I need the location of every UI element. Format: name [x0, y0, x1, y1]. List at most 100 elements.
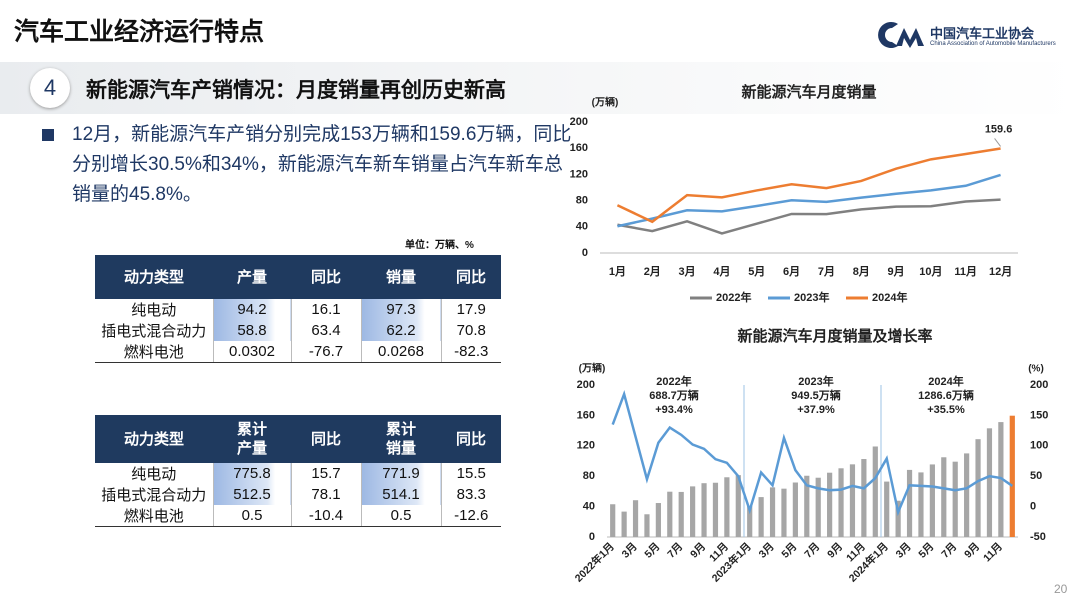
table-cell: 94.2 — [212, 299, 291, 320]
x-tick-label: 7月 — [665, 541, 685, 561]
bar — [724, 477, 730, 537]
table-cell: -10.4 — [290, 505, 361, 527]
header-text: 累计产量 — [236, 421, 267, 457]
bar — [735, 475, 741, 537]
table-cell: 97.3 — [360, 299, 441, 320]
bar — [941, 457, 947, 537]
bar — [678, 491, 684, 537]
x-tick-label: 2022年1月 — [572, 540, 617, 585]
table-cell: 771.9 — [360, 463, 441, 484]
bar — [895, 500, 901, 537]
line-series — [617, 198, 1001, 235]
header-row: 动力类型 产量 同比 销量 同比 — [95, 255, 501, 299]
header-text: 动力类型 — [123, 430, 184, 448]
table-row: 纯电动 775.8 15.7 771.9 15.5 — [95, 463, 501, 484]
annotation: +93.4% — [655, 404, 693, 416]
header-text: 同比 — [310, 430, 341, 448]
bar — [644, 514, 650, 537]
table-row: 燃料电池 0.0302 -76.7 0.0268 -82.3 — [95, 341, 501, 363]
annotation: +37.9% — [797, 404, 835, 416]
header-cell: 产量 — [213, 255, 291, 299]
bar — [804, 475, 810, 537]
y-tick-label: 0 — [582, 247, 588, 259]
header-text: 同比 — [455, 268, 486, 286]
legend-label: 2023年 — [794, 290, 829, 304]
bar — [769, 487, 776, 537]
header-text: 同比 — [455, 430, 486, 448]
x-tick-label: 3月 — [757, 541, 777, 561]
table-cell: -82.3 — [440, 341, 501, 363]
y2-tick-label: 100 — [1030, 440, 1048, 452]
annotation: +35.5% — [927, 404, 965, 416]
table-cell: 70.8 — [440, 320, 501, 341]
x-tick-label: 9月 — [688, 541, 708, 561]
bar — [952, 461, 958, 537]
line-series — [616, 147, 1001, 224]
table-cell: 17.9 — [440, 299, 501, 320]
table-cell: 0.5 — [360, 505, 441, 527]
growth-line — [611, 390, 1014, 517]
table-cell: 15.7 — [290, 463, 361, 484]
bar — [986, 428, 993, 537]
page-number: 20 — [1054, 582, 1068, 596]
y2-tick-label: 0 — [1030, 501, 1036, 513]
table-cell: 插电式混合动力 — [101, 323, 207, 340]
y-tick-label: 200 — [570, 116, 588, 128]
x-tick-label: 4月 — [713, 265, 730, 278]
logo-mark — [878, 22, 924, 48]
x-tick-label: 3月 — [620, 541, 640, 561]
x-tick-label: 9月 — [962, 541, 982, 561]
slide-title: 汽车工业经济运行特点 — [14, 18, 265, 46]
bar — [701, 483, 707, 537]
table-row: 燃料电池 0.5 -10.4 0.5 -12.6 — [95, 505, 501, 527]
table-cell: -76.7 — [290, 341, 361, 363]
table-cell: 纯电动 — [131, 466, 177, 483]
y2-tick-label: -50 — [1030, 531, 1046, 543]
header-cell: 动力类型 — [95, 255, 213, 299]
table-cell: 62.2 — [360, 320, 441, 341]
y-tick-label: 40 — [583, 501, 595, 513]
bar — [747, 505, 753, 537]
y-tick-label: 120 — [577, 440, 595, 452]
table-cell: 514.1 — [360, 484, 441, 505]
table-cell: 512.5 — [212, 484, 291, 505]
y-tick-label: 160 — [577, 409, 595, 421]
header-cell: 销量 — [361, 255, 441, 299]
header-cell: 动力类型 — [95, 415, 213, 463]
header-cell: 累计产量 — [213, 415, 291, 463]
x-tick-label: 5月 — [748, 265, 765, 278]
bar — [906, 469, 913, 537]
header-text: 销量 — [385, 268, 416, 286]
annotation: 949.5万辆 — [791, 388, 841, 402]
bar — [815, 477, 821, 537]
table-cell: 0.0302 — [212, 341, 291, 363]
bar — [690, 486, 696, 537]
x-tick-label: 2月 — [644, 265, 661, 278]
y-axis-label: (万辆) — [579, 362, 606, 375]
bar — [1009, 415, 1015, 537]
bar — [929, 464, 935, 537]
header-cell: 同比 — [291, 415, 361, 463]
x-tick-label: 7月 — [802, 541, 822, 561]
bar — [884, 481, 890, 537]
x-tick-label: 5月 — [642, 541, 662, 561]
x-tick-label: 7月 — [818, 265, 835, 278]
table-cell: 0.0268 — [360, 341, 441, 363]
annotation: 688.7万辆 — [649, 388, 699, 402]
x-tick-label: 7月 — [939, 541, 959, 561]
table-row: 纯电动 94.2 16.1 97.3 17.9 — [95, 299, 501, 320]
line-series — [617, 173, 1001, 228]
unit-note: 单位：万辆、% — [405, 240, 474, 251]
table-cell: 63.4 — [290, 320, 361, 341]
x-tick-label: 6月 — [783, 265, 800, 278]
header-cell: 同比 — [291, 255, 361, 299]
chart-title: 新能源汽车月度销量 — [741, 83, 876, 101]
section-number: 4 — [30, 68, 70, 108]
chart-title: 新能源汽车月度销量及增长率 — [737, 327, 932, 345]
legend-label: 2022年 — [716, 290, 751, 304]
table-cell: 燃料电池 — [95, 341, 213, 363]
table-cell: 插电式混合动力 — [101, 487, 207, 504]
y-axis-label: (万辆) — [592, 96, 619, 109]
annotation: 2023年 — [798, 374, 833, 388]
header-cell: 同比 — [441, 415, 501, 463]
